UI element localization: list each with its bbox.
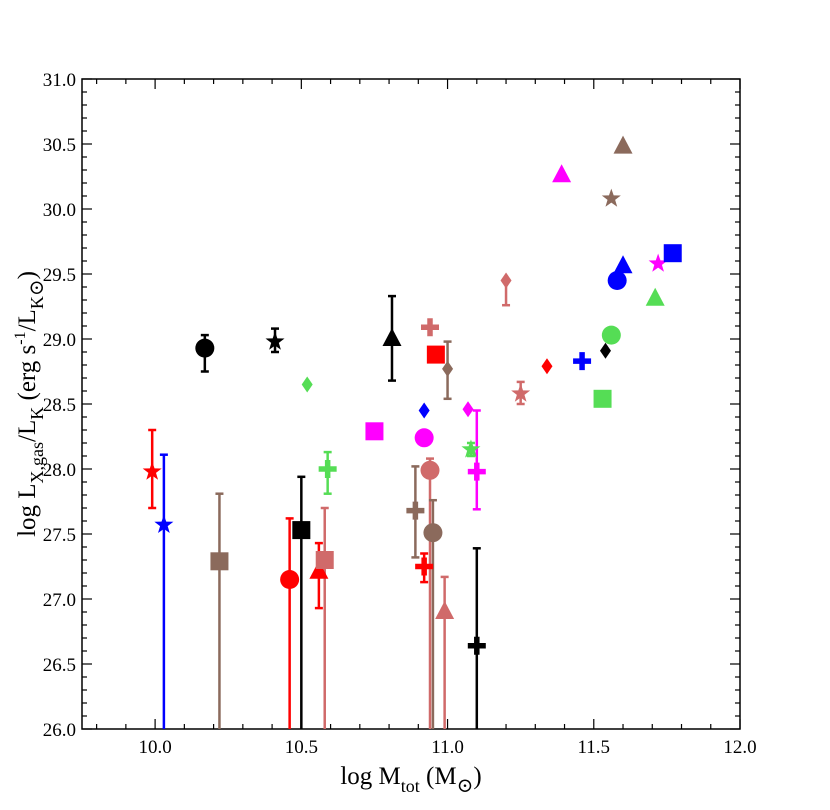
y-title-sun: ⊙ [26, 279, 48, 296]
plus-marker [467, 462, 486, 481]
data-markers [142, 135, 682, 655]
plus-marker [573, 352, 592, 371]
diamond-marker [500, 272, 512, 289]
x-tick-label: 10.5 [285, 737, 318, 758]
star-marker [265, 331, 285, 350]
triangle-marker [309, 560, 329, 579]
y-title-main: log L [14, 483, 41, 536]
plus-marker [318, 460, 337, 478]
triangle-marker [435, 601, 455, 619]
y-tick-label: 29.0 [43, 330, 76, 351]
square-marker [292, 521, 311, 540]
y-tick-label: 28.5 [43, 395, 76, 416]
triangle-marker [645, 287, 665, 306]
x-axis-ticks: 10.0 10.5 11.0 11.5 12.0 [96, 79, 757, 758]
x-tick-label: 11.0 [431, 737, 464, 758]
y-title-sub3: K [27, 296, 47, 309]
y-tick-label: 31.0 [43, 70, 76, 91]
circle-marker [601, 325, 621, 345]
x-axis-title: log Mtot (M⊙) [340, 763, 481, 797]
square-marker [365, 422, 384, 441]
triangle-marker [613, 255, 633, 274]
y-title-mid2: (erg s [14, 345, 41, 407]
square-marker [210, 552, 229, 571]
diamond-marker [442, 360, 454, 377]
star-marker [461, 439, 481, 458]
x-title-sub: tot [401, 776, 420, 796]
plot-frame [81, 78, 741, 730]
y-tick-label: 27.0 [43, 590, 76, 611]
x-title-main: log M [340, 763, 400, 790]
star-marker [511, 383, 531, 402]
square-marker [315, 551, 334, 569]
x-title-close: ) [473, 763, 481, 790]
x-tick-label: 11.5 [578, 737, 611, 758]
circle-marker [195, 338, 215, 358]
y-tick-label: 30.0 [43, 200, 76, 221]
triangle-marker [552, 164, 572, 183]
triangle-marker [382, 328, 402, 346]
square-marker [663, 244, 682, 263]
diamond-marker [541, 358, 553, 375]
plus-marker [415, 557, 434, 576]
y-axis-ticks: 26.0 26.5 27.0 27.5 28.0 28.5 29.0 29.5 30.0 30.5… [43, 70, 740, 741]
star-marker [142, 461, 162, 480]
diamond-marker [418, 402, 430, 419]
y-tick-label: 28.0 [43, 460, 76, 481]
x-title-tail: (M [420, 763, 457, 790]
x-tick-label: 12.0 [723, 737, 756, 758]
y-tick-label: 29.5 [43, 265, 76, 286]
circle-marker [423, 523, 443, 543]
y-tick-label: 26.5 [43, 655, 76, 676]
diamond-marker [462, 401, 474, 418]
y-title-mid3: /L [14, 309, 41, 331]
y-title-sup: -1 [12, 331, 29, 344]
x-tick-label: 10.0 [138, 737, 171, 758]
triangle-marker [613, 135, 633, 154]
star-marker [154, 514, 174, 533]
plus-marker [421, 318, 440, 337]
y-tick-label: 30.5 [43, 135, 76, 156]
square-marker [593, 389, 612, 408]
square-marker [426, 345, 445, 364]
circle-marker [607, 271, 627, 290]
plus-marker [467, 636, 486, 655]
y-title-mid: /L [14, 420, 41, 442]
diamond-marker [301, 376, 313, 393]
diamond-marker [599, 342, 611, 359]
y-tick-label: 27.5 [43, 525, 76, 546]
y-axis-title: log LX,gas/LK (erg s-1/LK⊙) [12, 271, 48, 537]
y-tick-label: 26.0 [43, 720, 76, 741]
star-marker [648, 253, 668, 272]
plus-marker [406, 501, 425, 520]
circle-marker [420, 460, 440, 480]
y-title-sub1: X,gas [27, 442, 47, 484]
circle-marker [280, 570, 300, 589]
y-title-close: ) [14, 271, 41, 279]
y-title-sub2: K [27, 407, 47, 420]
star-marker [601, 188, 621, 207]
x-title-sun: ⊙ [457, 775, 474, 797]
circle-marker [414, 428, 434, 448]
